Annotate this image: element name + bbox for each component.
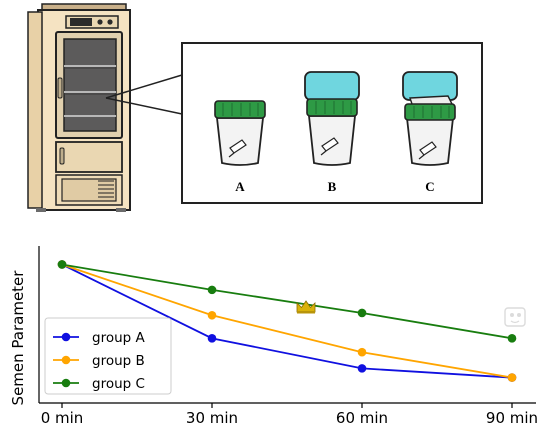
refrigerator-icon (27, 3, 183, 212)
legend-swatch-marker (61, 378, 71, 388)
legend-label: group B (92, 353, 145, 369)
series-line-group-c (61, 263, 513, 340)
legend: group A group B group C (44, 317, 172, 395)
cup-label-a: A (235, 179, 245, 194)
legend-label: group A (92, 330, 145, 346)
legend-label: group C (92, 376, 145, 392)
data-point-group-a (357, 364, 367, 373)
cup-label-b: B (328, 179, 337, 194)
data-point-group-a (207, 334, 217, 343)
series-line-group-a (61, 263, 513, 379)
cup-c: C (402, 71, 458, 194)
cup-label-c: C (425, 179, 434, 194)
data-point-group-b (207, 310, 217, 320)
data-point-group-c (357, 308, 367, 318)
x-tick-label: 60 min (336, 409, 388, 427)
series-line-group-b (61, 263, 513, 379)
y-axis-label: Semen Parameter (9, 270, 27, 406)
legend-swatch-marker (61, 332, 71, 342)
x-ticks: 0 min 30 min 60 min 90 min (41, 403, 538, 427)
x-tick-label: 90 min (486, 409, 538, 427)
x-tick-label: 30 min (186, 409, 238, 427)
cup-b: B (304, 71, 360, 194)
cup-a: A (214, 100, 266, 194)
line-chart: Semen Parameter 0 min 30 min 60 min 90 min … (9, 246, 538, 427)
data-point-group-c (57, 260, 67, 269)
legend-swatch-marker (61, 355, 71, 365)
data-point-group-c (507, 334, 517, 343)
data-point-group-b (357, 347, 367, 357)
data-point-group-c (207, 285, 217, 295)
x-tick-label: 0 min (41, 409, 84, 427)
crown-icon (296, 300, 316, 314)
watermark-icon (504, 307, 526, 327)
data-point-group-b (507, 373, 517, 382)
series-layer (57, 260, 517, 382)
